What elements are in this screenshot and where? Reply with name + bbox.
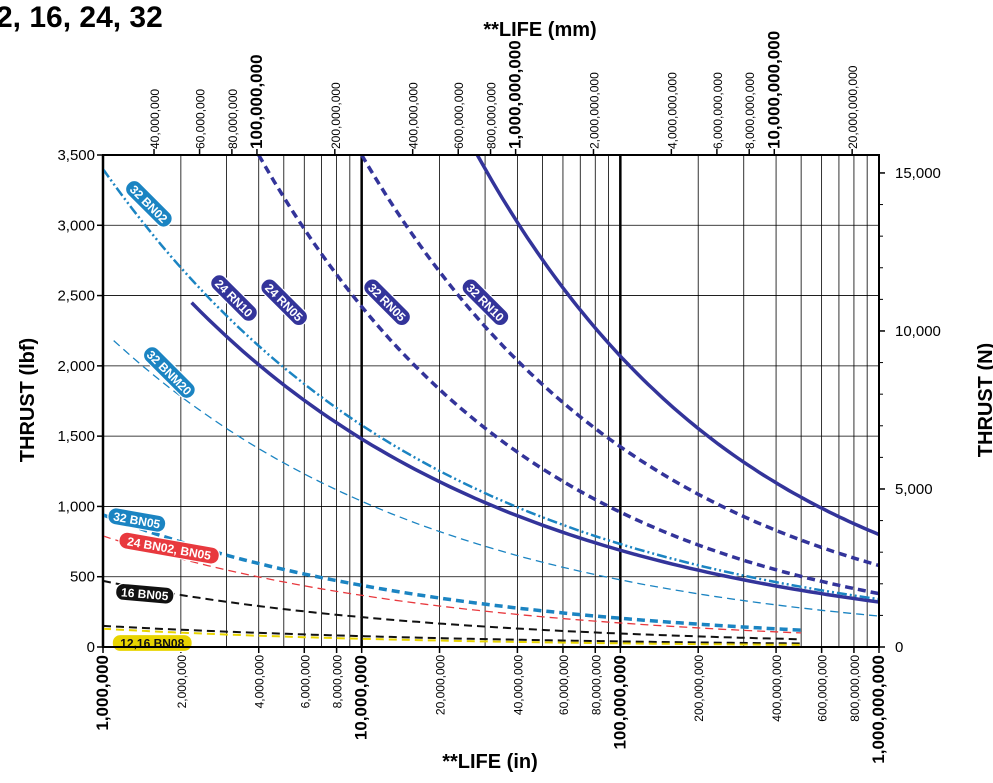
label-badge (124, 179, 173, 228)
x-tick-label: 1,000,000,000 (869, 655, 888, 764)
series-label: 24 BN02, BN05 (118, 531, 220, 565)
bottom-axis-title: **LIFE (in) (442, 751, 538, 773)
series-line (360, 154, 880, 568)
series-label: 32 BNM20 (142, 346, 196, 400)
x-top-tick-label: 60,000,000 (194, 89, 208, 149)
y-tick-label: 2,000 (57, 358, 95, 375)
x-tick-label: 600,000,000 (816, 655, 830, 722)
label-badge (115, 582, 175, 605)
series-label: 32 BN05 (107, 507, 167, 533)
x-top-tick-label: 200,000,000 (329, 82, 343, 149)
x-tick-label: 1,000,000 (93, 655, 112, 731)
label-badge (210, 274, 258, 322)
series-line (475, 154, 880, 537)
x-top-tick-label: 40,000,000 (148, 89, 162, 149)
x-tick-label: 200,000,000 (692, 655, 706, 722)
x-tick-label: 80,000,000 (589, 655, 603, 715)
series-label: 16 BN05 (115, 582, 175, 605)
x-tick-label: 2,000,000 (175, 655, 189, 709)
label-text: 24 RN10 (212, 277, 256, 321)
series-label: 32 BN02 (124, 179, 173, 228)
x-top-tick-label: 600,000,000 (452, 82, 466, 149)
x-top-tick-label: 8,000,000,000 (743, 72, 757, 149)
x-tick-label: 6,000,000 (298, 655, 312, 709)
y-tick-label: 500 (70, 569, 95, 586)
left-axis-title: THRUST (lbf) (17, 338, 39, 462)
x-top-tick-label: 80,000,000 (226, 89, 240, 149)
x-top-tick-label: 20,000,000,000 (846, 65, 860, 149)
x-tick-label: 60,000,000 (557, 655, 571, 715)
x-tick-label: 20,000,000 (434, 655, 448, 715)
series-line (101, 168, 880, 601)
x-top-tick-label: 1,000,000,000 (506, 40, 525, 149)
label-badge (118, 531, 220, 565)
x-tick-label: 4,000,000 (253, 655, 267, 709)
y-right-tick-label: 0 (895, 639, 903, 656)
series-group (101, 154, 880, 646)
label-badge (142, 346, 196, 400)
series-line (102, 535, 802, 634)
label-badge (363, 278, 412, 327)
label-badge (461, 278, 510, 327)
x-top-tick-label: 800,000,000 (485, 82, 499, 149)
x-top-tick-label: 4,000,000,000 (665, 72, 679, 149)
x-top-tick-label: 400,000,000 (407, 82, 421, 149)
chart-title: 2, 16, 24, 32 (0, 1, 163, 34)
grid (101, 154, 879, 648)
label-text: 32 BNM20 (144, 348, 195, 399)
y-right-tick-label: 15,000 (895, 165, 941, 182)
x-tick-label: 8,000,000 (331, 655, 345, 709)
y-right-tick-label: 5,000 (895, 481, 933, 498)
label-text: 12,16 BN08 (120, 636, 184, 650)
y-tick-label: 1,500 (57, 428, 95, 445)
y-tick-label: 2,500 (57, 288, 95, 305)
series-line (190, 301, 880, 604)
x-top-tick-label: 2,000,000,000 (587, 72, 601, 149)
x-tick-label: 40,000,000 (511, 655, 525, 715)
label-badge (107, 507, 167, 533)
ticks-group: 1,000,000 2,000,000 4,000,000 6,000,000 8,00… (57, 31, 940, 764)
y-tick-label: 3,000 (57, 217, 95, 234)
y-tick-label: 0 (87, 639, 95, 656)
right-axis-title: THRUST (N) (975, 343, 993, 457)
plot-frame (102, 154, 880, 648)
x-top-tick-label: 10,000,000,000 (764, 31, 783, 149)
label-text: 32 BN02 (127, 183, 171, 227)
label-badge (260, 278, 309, 327)
y-tick-label: 1,000 (57, 498, 95, 515)
x-top-tick-label: 100,000,000 (247, 54, 266, 149)
series-line (102, 513, 802, 632)
x-tick-label: 400,000,000 (770, 655, 784, 722)
series-label: 12,16 BN08 (111, 633, 193, 653)
y-tick-label: 3,500 (57, 147, 95, 164)
series-line (102, 579, 802, 641)
top-axis-title: **LIFE (mm) (483, 19, 596, 41)
x-top-tick-label: 6,000,000,000 (711, 72, 725, 149)
y-right-tick-label: 10,000 (895, 323, 941, 340)
x-tick-label: 10,000,000 (352, 655, 371, 740)
x-tick-label: 800,000,000 (848, 655, 862, 722)
label-text: 16 BN05 (121, 585, 170, 603)
x-tick-label: 100,000,000 (610, 655, 629, 750)
series-label: 24 RN10 (210, 274, 258, 322)
series-line (257, 154, 880, 596)
series-line (113, 340, 880, 617)
series-label: 32 RN05 (363, 278, 412, 327)
